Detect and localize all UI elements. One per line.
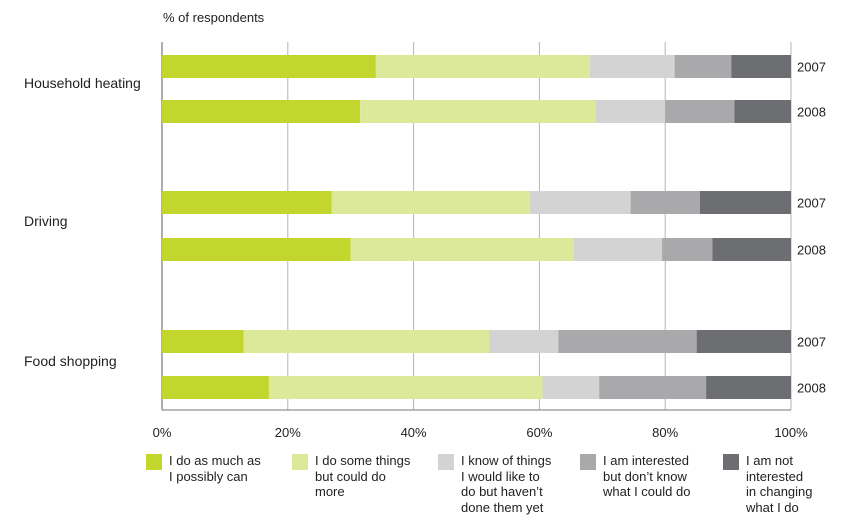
year-labels: 2007 2008 2007 2008 2007 2008: [797, 60, 826, 396]
x-tick-label: 40%: [401, 425, 427, 440]
year-label: 2008: [797, 105, 826, 120]
bar-segment: [630, 191, 700, 214]
bar-segment: [162, 100, 361, 123]
bar-segment: [350, 238, 574, 261]
bar-segment: [699, 191, 791, 214]
bar-segment: [268, 376, 543, 399]
year-label: 2008: [797, 243, 826, 258]
year-label: 2007: [797, 196, 826, 211]
bar-segment: [731, 55, 791, 78]
bar-segment: [734, 100, 791, 123]
bar-segment: [662, 238, 713, 261]
x-tick-label: 100%: [774, 425, 808, 440]
group-label: Driving: [24, 213, 68, 229]
legend-label: I am interested but don’t know what I co…: [603, 453, 691, 499]
legend-swatch: [146, 454, 162, 470]
year-label: 2007: [797, 335, 826, 350]
bar-segment: [596, 100, 666, 123]
bar-segment: [162, 238, 351, 261]
bar-segment: [542, 376, 600, 399]
bar-segment: [674, 55, 732, 78]
x-tick-label: 0%: [153, 425, 172, 440]
bar-segment: [162, 330, 244, 353]
x-axis-tick-labels: 0% 20% 40% 60% 80% 100%: [153, 425, 808, 440]
bar-segment: [706, 376, 791, 399]
legend-swatch: [723, 454, 739, 470]
x-tick-label: 80%: [652, 425, 678, 440]
x-tick-label: 60%: [526, 425, 552, 440]
year-label: 2008: [797, 381, 826, 396]
bar-segment: [558, 330, 697, 353]
legend-swatch: [580, 454, 596, 470]
bar-segment: [529, 191, 631, 214]
legend-item: I know of things I would like to do but …: [438, 453, 551, 515]
bar-segment: [489, 330, 559, 353]
legend-item: I do some things but could do more: [292, 453, 410, 500]
group-labels: Household heating Driving Food shopping: [24, 75, 141, 369]
legend-item: I am not interested in changing what I d…: [723, 453, 813, 515]
legend-label: I know of things I would like to do but …: [461, 453, 552, 515]
legend-label: I do as much as I possibly can: [169, 453, 261, 484]
x-tick-label: 20%: [275, 425, 301, 440]
bar-segment: [573, 238, 663, 261]
bar-segment: [665, 100, 735, 123]
y-axis-title: % of respondents: [163, 10, 265, 25]
legend-item: I am interested but don’t know what I co…: [580, 453, 690, 500]
bar-segment: [331, 191, 530, 214]
bar-segment: [162, 191, 332, 214]
bar-segment: [162, 55, 376, 78]
bar-segment: [375, 55, 590, 78]
group-label: Household heating: [24, 75, 141, 91]
bar-segment: [712, 238, 791, 261]
legend-label: I am not interested in changing what I d…: [746, 453, 813, 515]
legend: I do as much as I possibly can I do some …: [146, 453, 846, 522]
gridlines: [161, 42, 792, 410]
bar-segment: [243, 330, 490, 353]
bar-segment: [599, 376, 707, 399]
bar-segment: [162, 376, 269, 399]
legend-swatch: [438, 454, 454, 470]
bar-segment: [589, 55, 675, 78]
group-label: Food shopping: [24, 353, 117, 369]
bars: [162, 55, 791, 399]
legend-item: I do as much as I possibly can: [146, 453, 261, 484]
legend-label: I do some things but could do more: [315, 453, 411, 499]
bar-segment: [360, 100, 597, 123]
legend-swatch: [292, 454, 308, 470]
year-label: 2007: [797, 60, 826, 75]
bar-segment: [696, 330, 791, 353]
stacked-bar-chart: % of respondents Household heating Drivin…: [24, 10, 826, 440]
